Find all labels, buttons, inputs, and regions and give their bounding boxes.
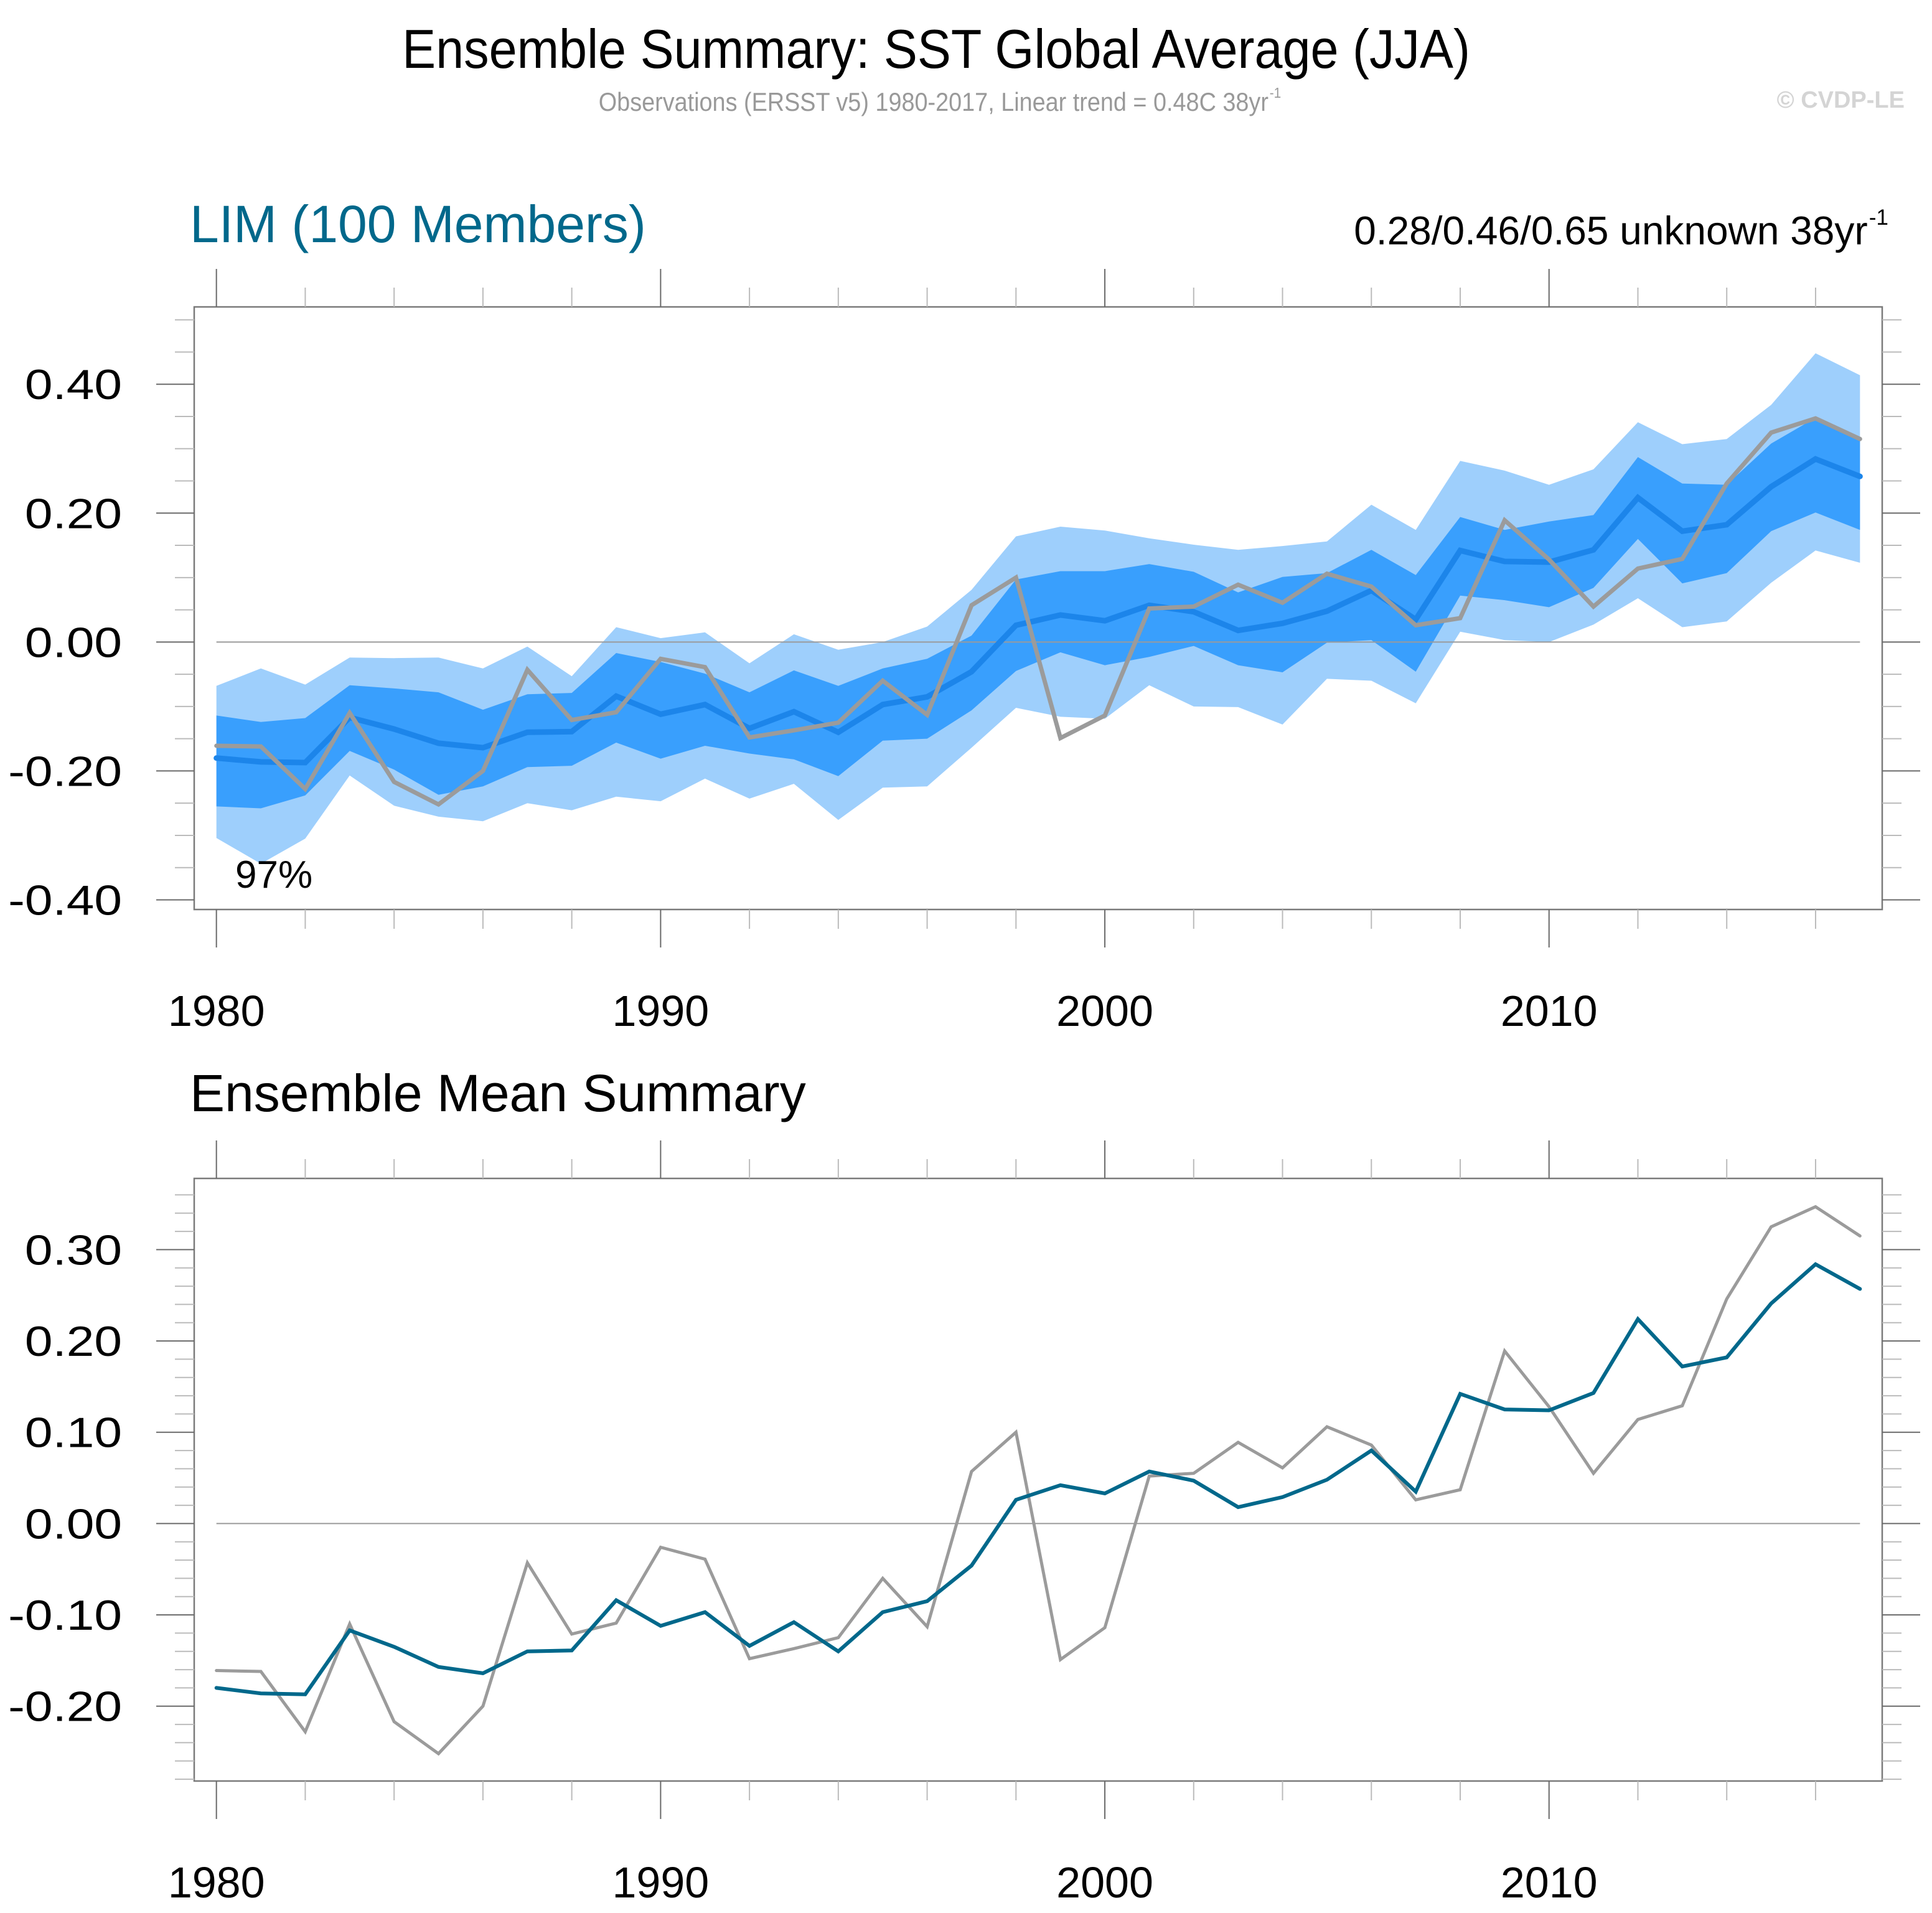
upper-x-tick-label: 1990	[612, 987, 710, 1035]
lower-y-tick-label: 0.00	[25, 1500, 122, 1548]
upper-x-tick-label: 2000	[1056, 987, 1153, 1035]
upper-plot-frame	[193, 306, 1883, 911]
upper-y-tick-label: -0.40	[8, 877, 122, 924]
upper-y-tick-label: 0.20	[25, 490, 122, 537]
lower-y-tick-label: -0.20	[8, 1683, 122, 1730]
lower-ensemble-mean-line	[214, 1262, 1862, 1696]
lower-observations-line	[215, 1205, 1862, 1756]
lower-x-tick-label: 1980	[168, 1858, 265, 1907]
lower-y-tick-label: 0.10	[25, 1409, 122, 1456]
upper-y-tick-label: 0.00	[25, 619, 122, 666]
lower-x-tick-label: 2000	[1056, 1858, 1153, 1907]
upper-ensemble-mean-line	[213, 456, 1863, 766]
figure-title: Ensemble Summary: SST Global Average (JJ…	[402, 18, 1470, 80]
lower-x-tick-label: 1990	[612, 1858, 710, 1907]
lower-y-tick-label: -0.10	[8, 1592, 122, 1639]
upper-x-tick-label: 2010	[1501, 987, 1598, 1035]
lower-x-tick-label: 2010	[1501, 1858, 1598, 1907]
upper-annotation-percent: 97%	[235, 853, 312, 896]
trend-text: 0.28/0.46/0.65 unknown 38yr	[1354, 208, 1868, 253]
subtitle-superscript: -1	[1269, 85, 1282, 101]
upper-panel: 1980 1990 2000 2010 -0.40 -0.20 0.00 0.20 0.40 97…	[8, 269, 1920, 1035]
lower-y-tick-label: 0.30	[25, 1226, 122, 1274]
lower-plot-frame	[193, 1177, 1883, 1782]
trend-superscript: -1	[1869, 205, 1888, 230]
lower-panel: 1980 1990 2000 2010 -0.20 -0.10 0.00 0.10 0.20 0.…	[8, 1140, 1920, 1907]
figure-subtitle: Observations (ERSST v5) 1980-2017, Linea…	[520, 85, 1360, 117]
lower-y-tick-label: 0.20	[25, 1318, 122, 1365]
upper-y-tick-label: -0.20	[8, 748, 122, 795]
upper-x-tick-label: 1980	[168, 987, 265, 1035]
upper-panel-trend: 0.28/0.46/0.65 unknown 38yr-1	[1354, 205, 1888, 254]
upper-observations-line	[214, 416, 1862, 807]
upper-y-tick-label: 0.40	[25, 361, 122, 408]
subtitle-text: Observations (ERSST v5) 1980-2017, Linea…	[598, 87, 1268, 116]
upper-band-inner	[216, 418, 1860, 809]
copyright-label: © CVDP-LE	[1776, 87, 1905, 113]
upper-panel-title: LIM (100 Members)	[190, 195, 646, 253]
lower-panel-title: Ensemble Mean Summary	[190, 1064, 806, 1122]
